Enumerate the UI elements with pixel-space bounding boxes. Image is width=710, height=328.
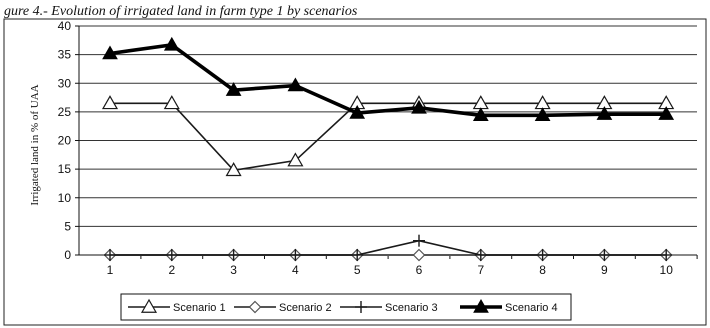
filled-triangle-marker bbox=[658, 106, 675, 120]
filled-triangle-marker bbox=[534, 107, 551, 122]
x-tick-label: 2 bbox=[168, 263, 175, 277]
y-tick-label: 5 bbox=[64, 219, 71, 233]
filled-triangle-marker bbox=[473, 298, 489, 313]
filled-triangle-marker bbox=[287, 77, 304, 92]
open-diamond-marker bbox=[248, 300, 262, 314]
legend-label: Scenario 4 bbox=[505, 302, 558, 314]
x-tick-label: 7 bbox=[477, 263, 484, 277]
open-triangle-marker bbox=[472, 95, 489, 110]
plus-marker bbox=[660, 249, 673, 261]
filled-triangle-marker bbox=[349, 105, 366, 119]
x-tick-label: 1 bbox=[107, 263, 114, 277]
y-tick-label: 30 bbox=[58, 76, 72, 90]
plus-marker bbox=[289, 249, 302, 261]
plus-marker bbox=[355, 301, 367, 313]
series-line bbox=[110, 102, 667, 172]
x-tick-label: 9 bbox=[601, 263, 608, 277]
filled-triangle-marker bbox=[411, 99, 427, 114]
open-triangle-marker bbox=[225, 162, 242, 177]
plus-marker bbox=[227, 249, 240, 261]
series-scenario-4 bbox=[102, 36, 675, 122]
plus-marker bbox=[351, 249, 364, 261]
open-triangle-marker bbox=[140, 298, 158, 313]
legend-item: Scenario 2 bbox=[234, 300, 332, 314]
x-tick-label: 6 bbox=[416, 263, 423, 277]
plus-marker bbox=[165, 249, 178, 261]
filled-triangle-marker bbox=[596, 106, 613, 120]
open-triangle-marker bbox=[287, 152, 304, 167]
series-line bbox=[110, 239, 667, 256]
legend-label: Scenario 1 bbox=[173, 302, 226, 314]
y-tick-label: 40 bbox=[58, 19, 72, 33]
figure-caption: gure 4.- Evolution of irrigated land in … bbox=[4, 4, 358, 19]
plus-marker bbox=[474, 249, 487, 261]
y-axis-label: Irrigated land in % of UAA bbox=[29, 84, 41, 205]
series-scenario-1 bbox=[101, 95, 675, 177]
legend-item: Scenario 3 bbox=[340, 301, 438, 314]
plus-marker bbox=[104, 249, 116, 261]
y-tick-label: 15 bbox=[58, 162, 72, 176]
open-triangle-marker bbox=[534, 95, 551, 110]
plus-marker bbox=[598, 249, 611, 261]
y-tick-label: 25 bbox=[58, 105, 72, 119]
series-scenario-3 bbox=[104, 234, 673, 261]
legend-label: Scenario 3 bbox=[385, 302, 438, 314]
open-triangle-marker bbox=[101, 95, 119, 110]
legend-label: Scenario 2 bbox=[279, 302, 332, 314]
legend-item: Scenario 4 bbox=[460, 298, 558, 314]
filled-triangle-marker bbox=[102, 45, 118, 60]
plus-marker bbox=[413, 234, 425, 247]
x-tick-label: 5 bbox=[354, 263, 361, 277]
filled-triangle-marker bbox=[163, 36, 180, 51]
open-diamond-marker bbox=[412, 248, 426, 262]
y-tick-label: 20 bbox=[58, 134, 72, 148]
legend-item: Scenario 1 bbox=[128, 298, 226, 314]
y-tick-label: 35 bbox=[58, 48, 72, 62]
filled-triangle-marker bbox=[225, 82, 242, 96]
x-tick-label: 4 bbox=[292, 263, 299, 277]
x-tick-label: 10 bbox=[660, 263, 674, 277]
open-triangle-marker bbox=[163, 95, 180, 110]
x-tick-label: 3 bbox=[230, 263, 237, 277]
series-line bbox=[109, 43, 667, 118]
filled-triangle-marker bbox=[472, 107, 489, 122]
y-tick-label: 10 bbox=[58, 191, 72, 205]
plus-marker bbox=[536, 249, 549, 261]
y-tick-label: 0 bbox=[64, 248, 71, 262]
outer-frame bbox=[3, 18, 707, 326]
x-tick-label: 8 bbox=[539, 263, 546, 277]
